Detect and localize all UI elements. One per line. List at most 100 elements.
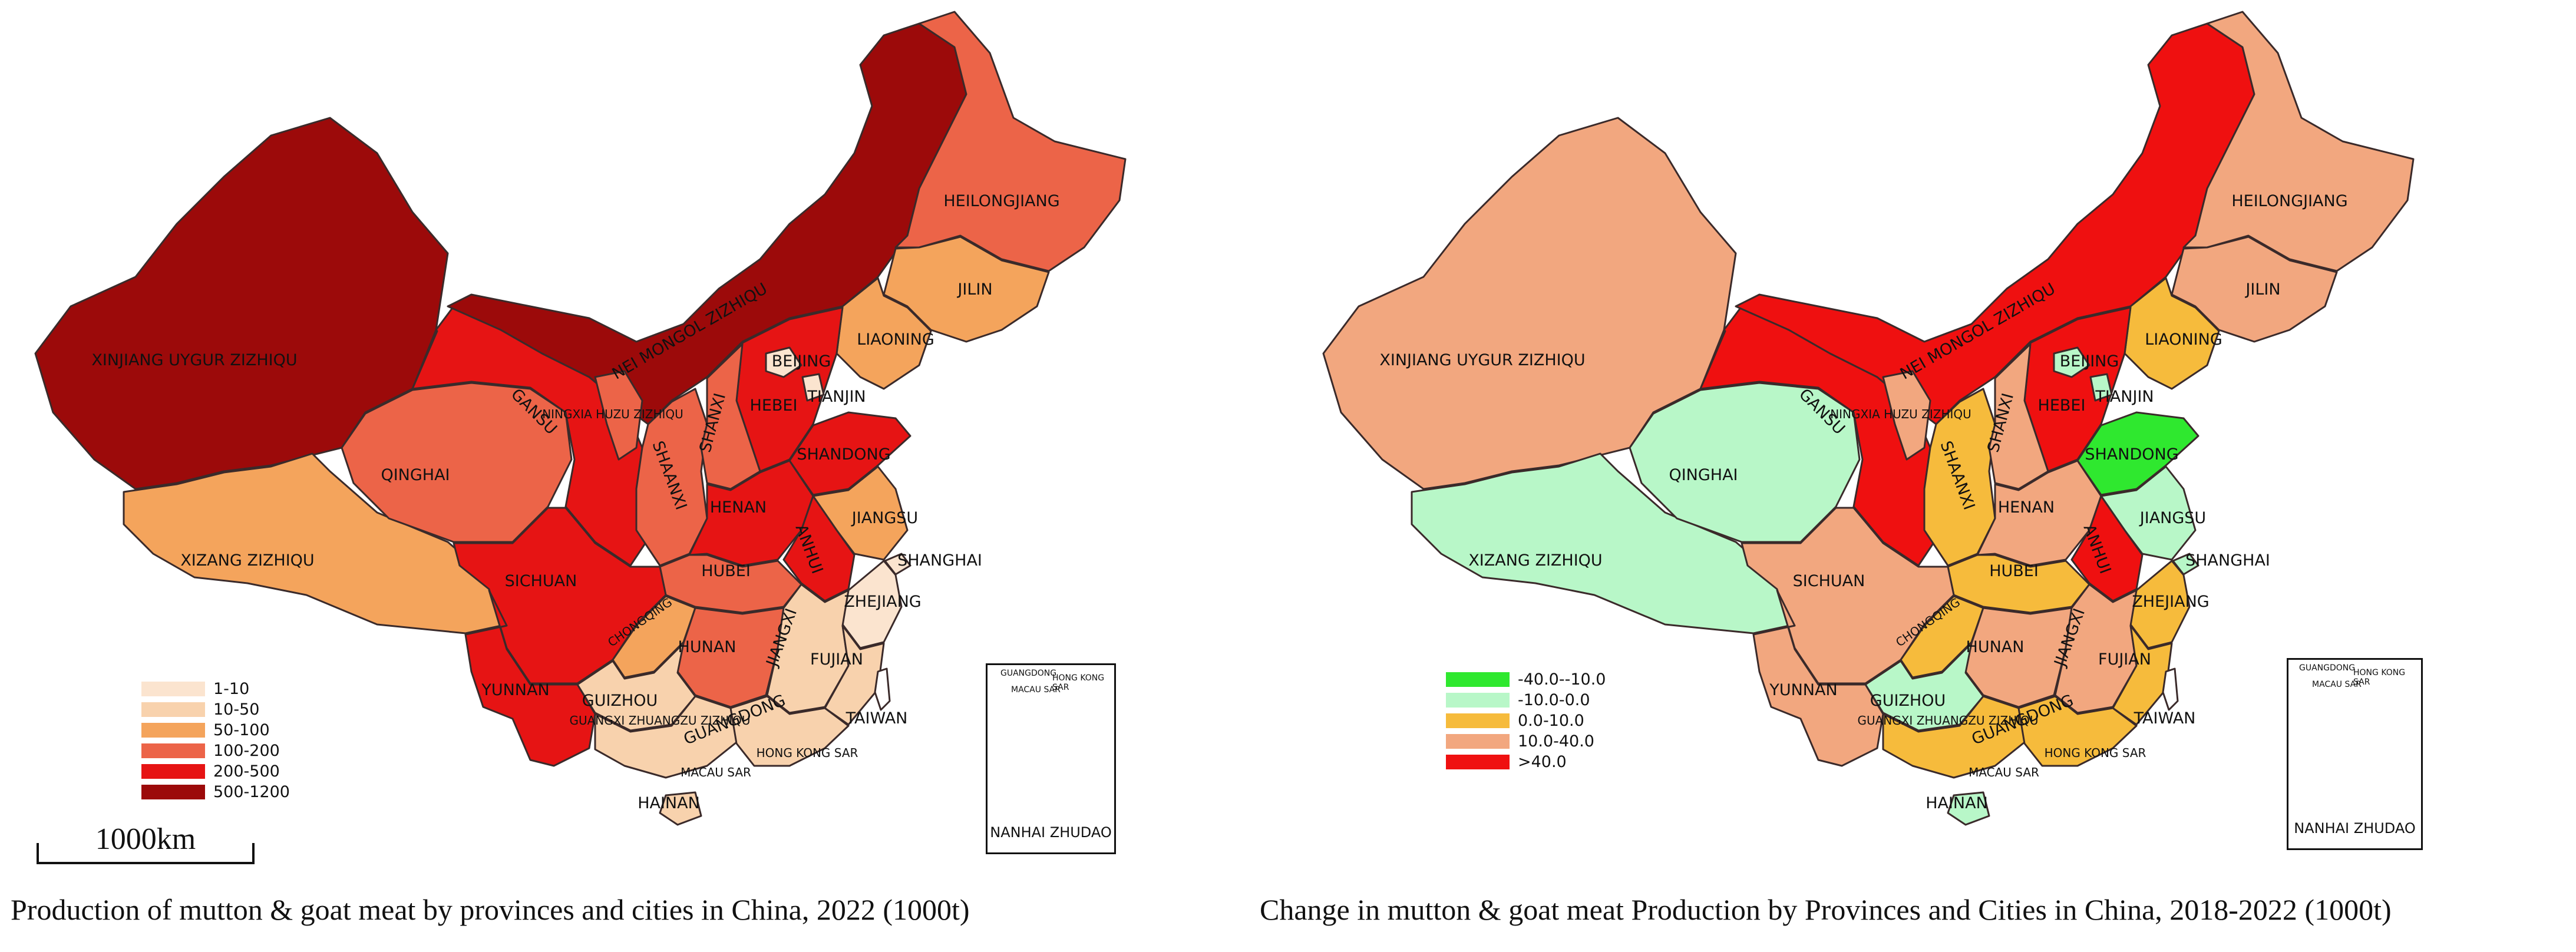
legend-swatch (141, 743, 205, 758)
label-heilongjiang: HEILONGJIANG (943, 192, 1059, 210)
region-tianjin (801, 373, 825, 402)
label-jiangsu: JIANGSU (851, 509, 918, 527)
label-tianjin: TIANJIN (2095, 388, 2154, 406)
legend-item: 100-200 (141, 741, 290, 761)
legend-swatch (1446, 672, 1510, 687)
label-jilin: JILIN (956, 280, 992, 299)
region-shandong (788, 411, 911, 496)
region-yunnan (1752, 589, 1884, 767)
label-guangxi: GUANGXI ZHUANGZU ZIZHIQU (1857, 713, 2038, 728)
label-fujian: FUJIAN (2098, 650, 2151, 669)
production-legend: 1-10 10-50 50-100 100-200 200-500 500-12… (141, 679, 290, 802)
label-hongkong: HONG KONG SAR (2045, 746, 2146, 760)
scale-line (37, 862, 255, 864)
inset-title: NANHAI ZHUDAO (2294, 820, 2416, 837)
legend-label: 50-100 (213, 721, 270, 739)
legend-swatch (141, 764, 205, 779)
legend-swatch (1446, 713, 1510, 728)
label-yunnan: YUNNAN (481, 681, 549, 699)
region-guizhou (1864, 642, 1984, 732)
legend-swatch (141, 702, 205, 717)
legend-swatch (141, 785, 205, 799)
label-henan: HENAN (1998, 498, 2055, 517)
legend-label: 100-200 (213, 742, 280, 760)
region-qinghai (341, 382, 573, 543)
label-sichuan: SICHUAN (505, 572, 577, 590)
label-yunnan: YUNNAN (1769, 681, 1837, 699)
label-tianjin: TIANJIN (807, 388, 866, 406)
region-shanxi (1988, 343, 2049, 490)
label-hainan: HAINAN (1926, 794, 1988, 812)
inset-label-macau: MACAU SAR (1011, 685, 1061, 695)
scale-label: 1000km (95, 822, 196, 856)
label-qinghai: QINGHAI (381, 466, 450, 484)
region-heilongjiang (894, 11, 1127, 272)
change-map-panel: XINJIANG UYGUR ZIZHIQU XIZANG ZIZHIQU QI… (1260, 0, 2576, 952)
legend-label: 500-1200 (213, 783, 290, 801)
label-guizhou: GUIZHOU (582, 692, 658, 710)
label-hainan: HAINAN (638, 794, 700, 812)
region-guangdong (2017, 695, 2138, 767)
label-liaoning: LIAONING (857, 330, 934, 349)
legend-swatch (1446, 755, 1510, 769)
label-hebei: HEBEI (2038, 396, 2086, 415)
region-henan (688, 460, 814, 567)
legend-label: >40.0 (1518, 753, 1567, 771)
region-hainan (1947, 791, 1990, 826)
label-ningxia: NINGXIA HUZU ZIZHIQU (1830, 407, 1971, 421)
region-henan (1976, 460, 2102, 567)
legend-item: 50-100 (141, 720, 290, 741)
label-zhejiang: ZHEJIANG (844, 593, 921, 611)
legend-label: 10.0-40.0 (1518, 732, 1594, 751)
label-fujian: FUJIAN (810, 650, 863, 669)
label-hubei: HUBEI (701, 562, 751, 580)
legend-label: 200-500 (213, 762, 280, 781)
label-henan: HENAN (710, 498, 767, 517)
south-china-sea-inset: GUANGDONG HONG KONG SAR MACAU SAR NANHAI… (986, 663, 1116, 854)
label-macau: MACAU SAR (1969, 765, 2039, 779)
label-xinjiang: XINJIANG UYGUR ZIZHIQU (1379, 351, 1585, 369)
label-heilongjiang: HEILONGJIANG (2231, 192, 2347, 210)
label-hunan: HUNAN (678, 638, 737, 656)
label-xinjiang: XINJIANG UYGUR ZIZHIQU (91, 351, 297, 369)
south-china-sea-inset: GUANGDONG HONG KONG SAR MACAU SAR NANHAI… (2287, 658, 2423, 850)
inset-label-hongkong: HONG KONG SAR (2353, 668, 2406, 687)
region-beijing (2053, 346, 2090, 378)
region-anhui (2070, 495, 2144, 602)
label-hongkong: HONG KONG SAR (757, 746, 858, 760)
legend-swatch (141, 682, 205, 696)
region-jilin (883, 236, 1050, 343)
region-ningxia (594, 370, 643, 461)
label-qinghai: QINGHAI (1669, 466, 1738, 484)
label-ningxia: NINGXIA HUZU ZIZHIQU (542, 407, 683, 421)
production-map-panel: XINJIANG UYGUR ZIZHIQU XIZANG ZIZHIQU QI… (11, 11, 1127, 926)
change-map-caption: Change in mutton & goat meat Production … (1260, 893, 2392, 926)
label-xizang: XIZANG ZIZHIQU (1468, 551, 1602, 570)
label-shanghai: SHANGHAI (897, 551, 982, 570)
legend-swatch (1446, 693, 1510, 708)
region-anhui (782, 495, 856, 602)
label-hubei: HUBEI (1989, 562, 2039, 580)
label-zhejiang: ZHEJIANG (2132, 593, 2209, 611)
legend-item: 500-1200 (141, 782, 290, 802)
legend-swatch (141, 723, 205, 738)
inset-label-hongkong: HONG KONG SAR (1052, 673, 1105, 692)
label-shandong: SHANDONG (797, 445, 890, 464)
region-fujian (2112, 624, 2173, 726)
legend-label: -10.0-0.0 (1518, 691, 1590, 709)
legend-item: 10.0-40.0 (1446, 731, 1606, 752)
label-taiwan: TAIWAN (2134, 709, 2196, 728)
label-beijing: BEIJING (2060, 352, 2119, 371)
label-xizang: XIZANG ZIZHIQU (180, 551, 314, 570)
inset-label-guangdong: GUANGDONG (2299, 663, 2356, 673)
label-guizhou: GUIZHOU (1870, 692, 1946, 710)
region-shanxi (700, 343, 761, 490)
change-choropleth-map: XINJIANG UYGUR ZIZHIQU XIZANG ZIZHIQU QI… (1322, 11, 2415, 826)
legend-label: -40.0--10.0 (1518, 670, 1606, 689)
label-hebei: HEBEI (750, 396, 798, 415)
label-jilin: JILIN (2244, 280, 2280, 299)
legend-item: >40.0 (1446, 752, 1606, 772)
legend-label: 0.0-10.0 (1518, 712, 1584, 730)
label-beijing: BEIJING (772, 352, 831, 371)
production-map-caption: Production of mutton & goat meat by prov… (11, 893, 970, 926)
